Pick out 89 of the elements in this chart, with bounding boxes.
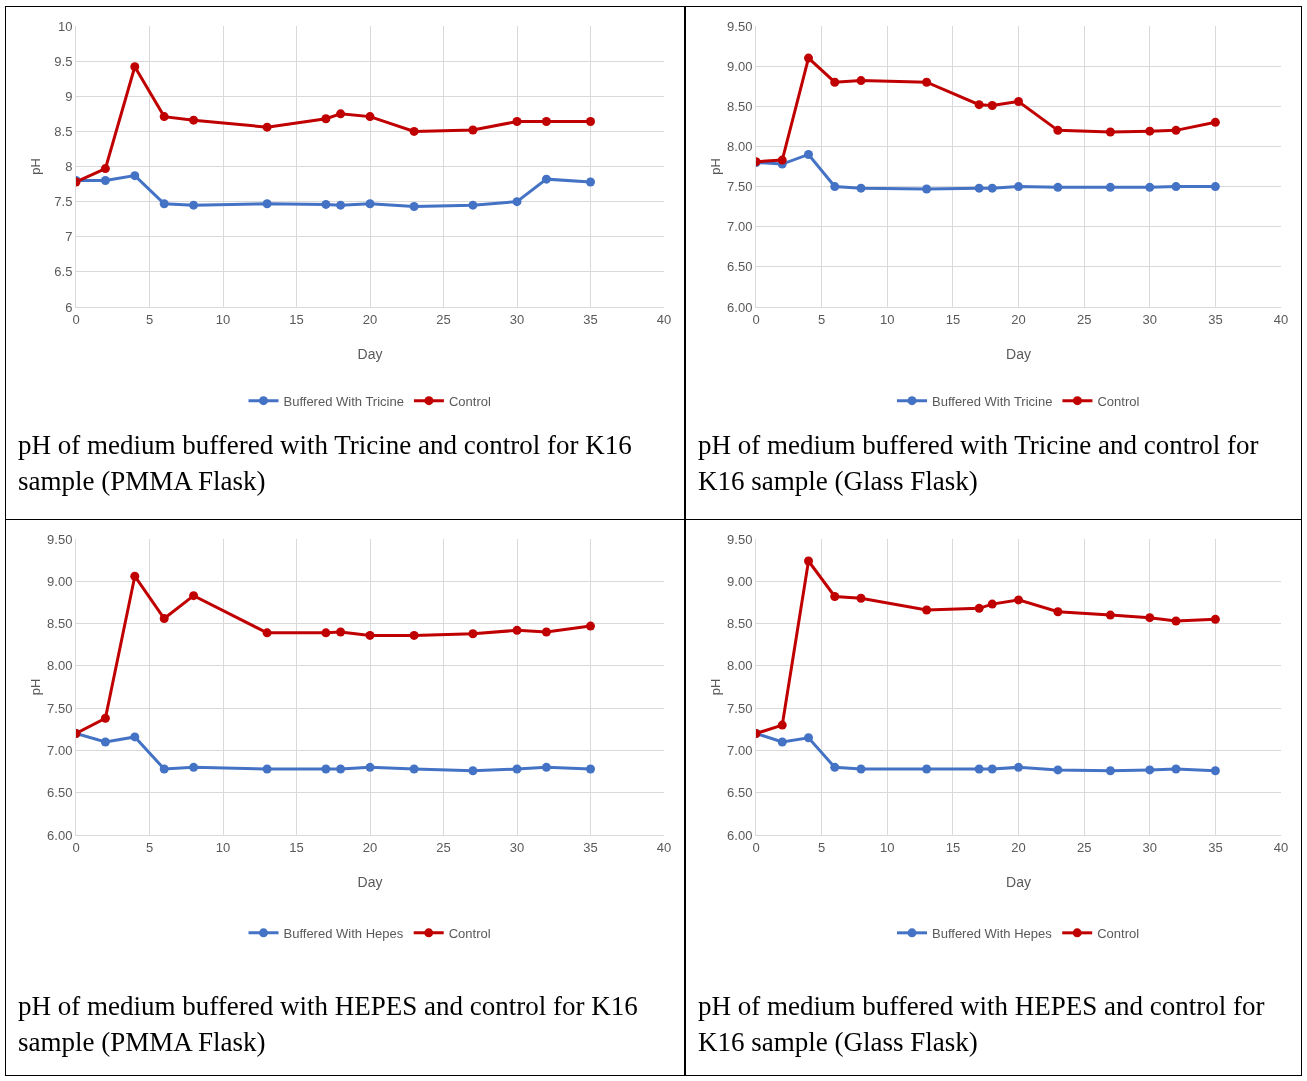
text: pH of medium buffered with HEPES and control for K16 sample (PMMA Flask) bbox=[17, 990, 639, 1059]
x-axis-title: Day bbox=[1006, 346, 1031, 362]
x-tick-label: 30 bbox=[509, 311, 525, 327]
x-tick-label: 40 bbox=[1273, 311, 1289, 327]
y-tick-label: 9.50 bbox=[47, 531, 73, 547]
y-tick-label: 6 bbox=[65, 299, 73, 315]
x-tick-label: 20 bbox=[1011, 311, 1026, 327]
y-tick-label: 6.50 bbox=[47, 785, 73, 801]
x-axis-title: Day bbox=[357, 346, 383, 362]
x-tick-label: 10 bbox=[880, 839, 895, 855]
text: pH of medium buffered with HEPES and control for K16 sample (Glass Flask) bbox=[697, 990, 1266, 1059]
x-tick-label: 5 bbox=[818, 311, 826, 327]
x-tick-label: 30 bbox=[1142, 311, 1157, 327]
x-tick-label: 30 bbox=[509, 839, 525, 855]
y-tick-label: 8.50 bbox=[727, 98, 753, 114]
y-tick-label: 7.50 bbox=[47, 700, 73, 716]
y-tick-label: 8.50 bbox=[47, 616, 73, 632]
y-tick-label: 7.00 bbox=[727, 742, 753, 758]
x-tick-label: 5 bbox=[818, 839, 826, 855]
y-tick-label: 6.50 bbox=[727, 785, 753, 801]
y-tick-label: 6.00 bbox=[727, 299, 753, 315]
y-tick-label: 7.50 bbox=[727, 700, 753, 716]
x-tick-label: 25 bbox=[1076, 839, 1092, 855]
x-tick-label: 5 bbox=[145, 311, 154, 327]
x-tick-label: 10 bbox=[215, 839, 231, 855]
x-tick-label: 35 bbox=[583, 311, 598, 327]
x-tick-label: 5 bbox=[145, 839, 154, 855]
y-tick-label: 9.00 bbox=[727, 58, 753, 74]
y-tick-label: 9.5 bbox=[54, 53, 73, 69]
y-tick-label: 9.00 bbox=[47, 573, 73, 589]
x-tick-label: 10 bbox=[880, 311, 895, 327]
legend-label: Buffered With Hepes bbox=[932, 925, 1053, 941]
x-tick-label: 35 bbox=[583, 839, 598, 855]
x-tick-label: 15 bbox=[945, 311, 961, 327]
x-tick-label: 10 bbox=[215, 311, 231, 327]
x-tick-label: 25 bbox=[436, 839, 451, 855]
x-tick-label: 15 bbox=[289, 311, 304, 327]
y-tick-label: 8.5 bbox=[54, 123, 73, 139]
text: pH of medium buffered with Tricine and control for K16 sample (Glass Flask) bbox=[697, 429, 1260, 498]
x-axis-title: Day bbox=[357, 874, 383, 890]
y-tick-label: 7.00 bbox=[47, 742, 73, 758]
y-tick-label: 9.50 bbox=[727, 18, 753, 34]
x-tick-label: 35 bbox=[1208, 311, 1223, 327]
y-tick-label: 8.00 bbox=[727, 138, 753, 154]
legend-label: Control bbox=[448, 925, 491, 941]
y-axis-title: pH bbox=[708, 678, 723, 696]
y-tick-label: 6.50 bbox=[727, 259, 753, 275]
x-tick-label: 40 bbox=[656, 839, 672, 855]
x-tick-label: 20 bbox=[362, 311, 378, 327]
text: pH of medium buffered with Tricine and control for K16 sample (PMMA Flask) bbox=[17, 429, 633, 498]
y-tick-label: 7 bbox=[65, 229, 73, 245]
y-tick-label: 9.50 bbox=[727, 531, 753, 547]
x-tick-label: 0 bbox=[72, 311, 80, 327]
legend-label: Control bbox=[1097, 925, 1140, 941]
x-tick-label: 40 bbox=[1273, 839, 1289, 855]
x-tick-label: 35 bbox=[1208, 839, 1223, 855]
x-tick-label: 25 bbox=[436, 311, 451, 327]
y-tick-label: 6.00 bbox=[47, 827, 73, 843]
y-tick-label: 8.00 bbox=[47, 658, 73, 674]
x-tick-label: 30 bbox=[1142, 839, 1157, 855]
legend-label: Buffered With Tricine bbox=[932, 393, 1053, 409]
x-tick-label: 40 bbox=[656, 311, 672, 327]
x-tick-label: 20 bbox=[1011, 839, 1026, 855]
y-tick-label: 7.00 bbox=[727, 219, 753, 235]
y-axis-title: pH bbox=[28, 678, 43, 696]
x-tick-label: 20 bbox=[362, 839, 378, 855]
y-tick-label: 6.5 bbox=[54, 264, 73, 280]
y-tick-label: 7.50 bbox=[727, 179, 753, 195]
y-tick-label: 10 bbox=[57, 18, 73, 34]
x-tick-label: 0 bbox=[752, 311, 760, 327]
y-tick-label: 6.00 bbox=[727, 827, 753, 843]
y-tick-label: 9.00 bbox=[727, 573, 753, 589]
y-axis-title: pH bbox=[708, 158, 723, 175]
x-tick-label: 0 bbox=[752, 839, 760, 855]
legend-label: Buffered With Tricine bbox=[283, 393, 404, 409]
y-tick-label: 7.5 bbox=[54, 194, 73, 210]
legend-label: Buffered With Hepes bbox=[283, 925, 404, 941]
x-tick-label: 25 bbox=[1076, 311, 1092, 327]
legend-label: Control bbox=[448, 393, 491, 409]
x-tick-label: 15 bbox=[289, 839, 304, 855]
x-tick-label: 0 bbox=[72, 839, 80, 855]
x-axis-title: Day bbox=[1006, 874, 1031, 890]
legend-label: Control bbox=[1097, 393, 1140, 409]
x-tick-label: 15 bbox=[945, 839, 961, 855]
y-tick-label: 8.00 bbox=[727, 658, 753, 674]
y-axis-title: pH bbox=[28, 158, 43, 175]
y-tick-label: 8.50 bbox=[727, 616, 753, 632]
y-tick-label: 8 bbox=[65, 159, 73, 175]
y-tick-label: 9 bbox=[65, 88, 73, 104]
